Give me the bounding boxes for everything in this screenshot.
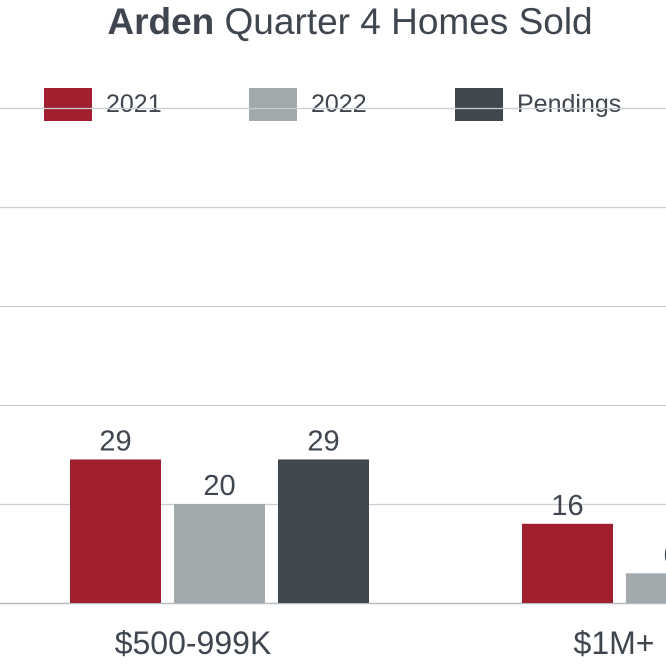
data-label-pendings-0: 29: [307, 425, 339, 457]
category-label-1: $1M+: [574, 625, 655, 661]
legend-item-pendings: Pendings: [455, 88, 621, 121]
category-label-0: $500-999K: [115, 625, 272, 661]
chart-title: Arden Quarter 4 Homes Sold: [0, 0, 666, 44]
legend-swatch-2021: [44, 88, 92, 121]
bar-2022-0: [174, 504, 265, 603]
data-label-2021-0: 29: [99, 425, 131, 457]
legend-swatch-pendings: [455, 88, 503, 121]
legend-label-pendings: Pendings: [517, 90, 622, 118]
bar-2021-1: [522, 523, 613, 603]
chart-title-bold: Arden: [107, 1, 215, 42]
bar-pendings-0: [278, 459, 369, 603]
data-label-2022-1: 6: [663, 539, 666, 571]
legend-label-2022: 2022: [311, 90, 367, 118]
legend-item-2022: 2022: [249, 88, 367, 121]
bar-2021-0: [70, 459, 161, 603]
chart-title-rest: Quarter 4 Homes Sold: [224, 1, 593, 42]
legend-swatch-2022: [249, 88, 297, 121]
legend-label-2021: 2021: [106, 90, 162, 118]
legend-item-2021: 2021: [44, 88, 162, 121]
data-label-2022-0: 20: [203, 470, 235, 502]
bar-2022-1: [626, 573, 666, 603]
data-label-2021-1: 16: [551, 490, 583, 522]
